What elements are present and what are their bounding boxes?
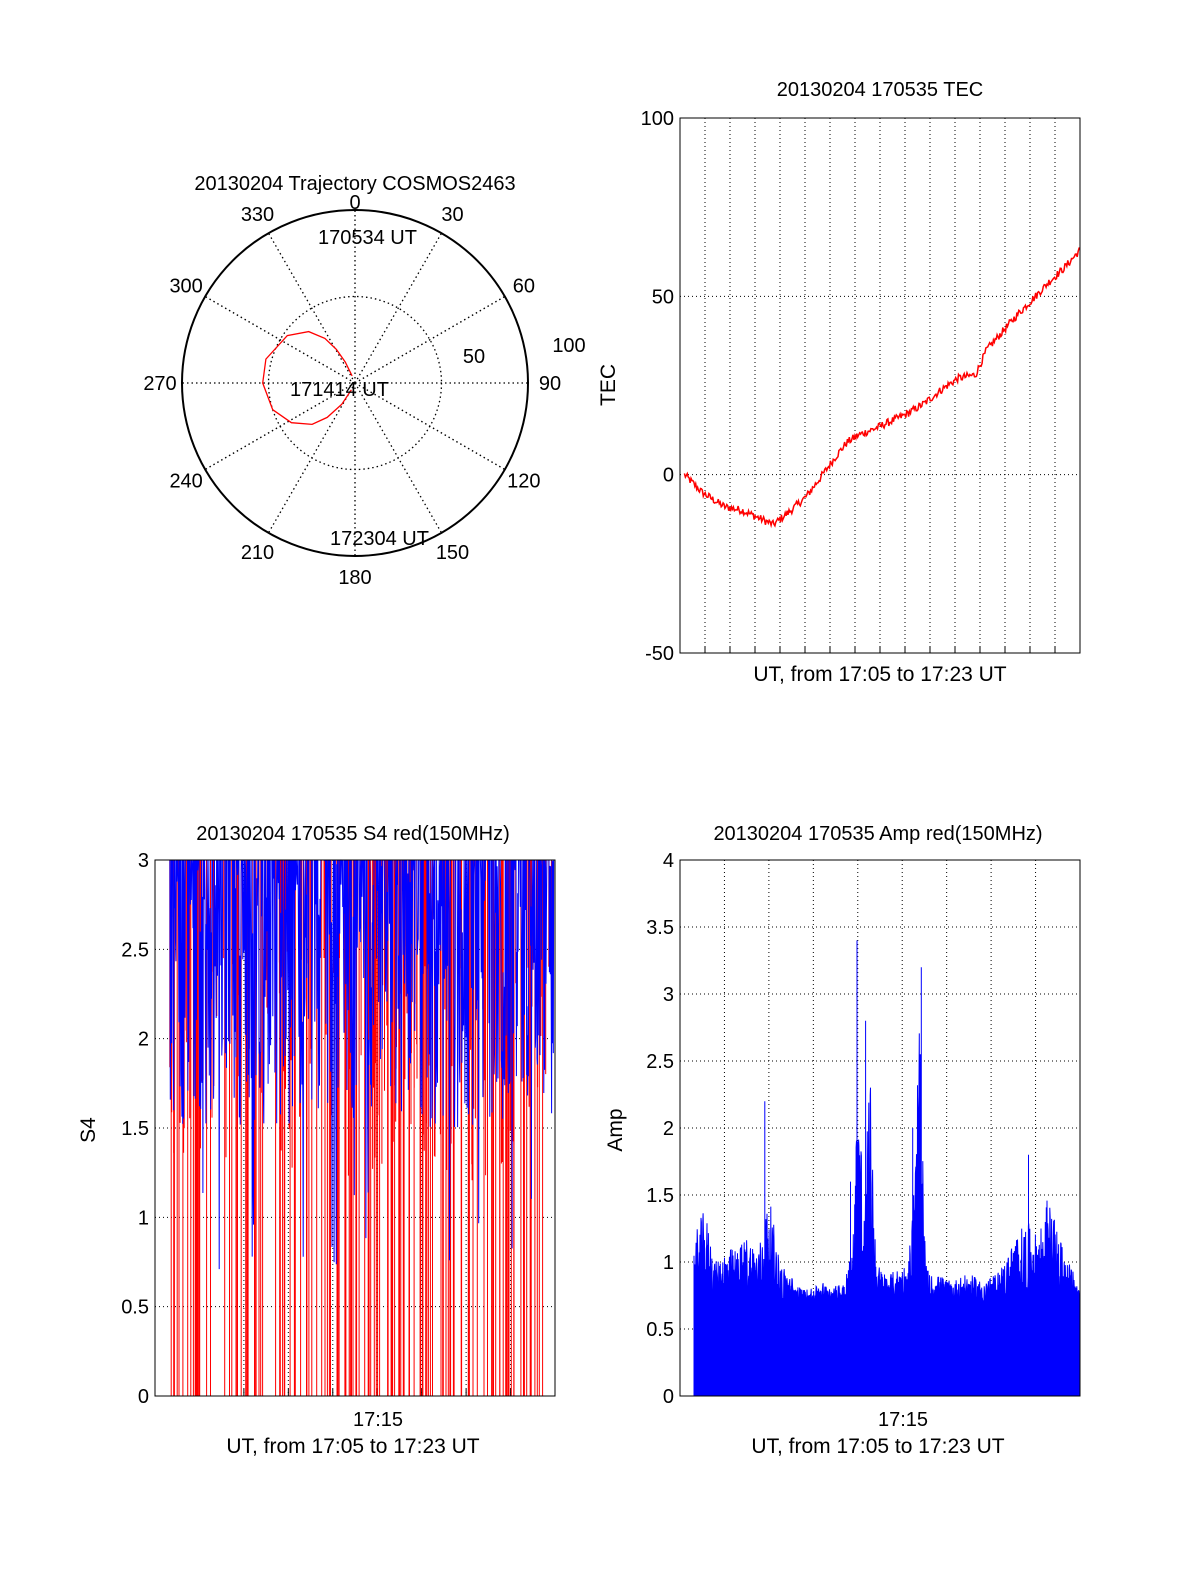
polar-angle-label-210: 210 [241, 542, 274, 564]
s4-ytick-label: 0.5 [121, 1297, 149, 1319]
s4-blue-series [169, 859, 555, 1270]
amp-ytick-label: 1 [663, 1252, 674, 1274]
polar-spoke-330 [267, 232, 356, 384]
amp-ytick-label: 1.5 [646, 1185, 674, 1207]
tec-plot-frame [679, 117, 1081, 654]
tec-y-ticks: -50 0 50 100 [641, 108, 674, 665]
polar-spoke-120 [354, 382, 506, 471]
polar-angle-label-180: 180 [338, 567, 371, 589]
s4-plot-frame [154, 859, 556, 1397]
tec-ytick-label: -50 [645, 643, 674, 665]
trajectory-panel: 20130204 Trajectory COSMOS2463 0 30 60 90 12… [143, 173, 585, 589]
tec-grid [680, 118, 1080, 653]
polar-outer-circle [181, 209, 529, 557]
polar-spoke-150 [354, 382, 443, 534]
amp-plot-frame [679, 859, 1081, 1397]
polar-spoke-60 [354, 295, 506, 384]
tec-ytick-label: 50 [652, 286, 674, 308]
trajectory-title: 20130204 Trajectory COSMOS2463 [194, 173, 515, 195]
s4-red-series [169, 860, 552, 1396]
polar-angle-label-30: 30 [441, 204, 463, 226]
amp-ytick-label: 3.5 [646, 917, 674, 939]
amp-xlabel: UT, from 17:05 to 17:23 UT [751, 1435, 1004, 1458]
s4-red-spikes [169, 860, 552, 1396]
s4-ytick-label: 0 [138, 1386, 149, 1408]
polar-spoke-240 [204, 382, 356, 471]
polar-angle-label-240: 240 [169, 471, 202, 493]
amp-ylabel: Amp [604, 1108, 627, 1151]
start-time-label: 170534 UT [318, 227, 417, 249]
amp-ytick-label: 2 [663, 1118, 674, 1140]
s4-xtick: 17:15 [353, 1409, 403, 1431]
polar-grid [182, 210, 528, 556]
mid-time-label: 171414 UT [290, 379, 389, 401]
amp-panel: 20130204 170535 Amp red(150MHz) 0 0.5 1 1.5… [604, 823, 1081, 1458]
tec-ylabel: TEC [597, 364, 620, 406]
polar-angle-label-330: 330 [241, 204, 274, 226]
amp-ytick-label: 0.5 [646, 1319, 674, 1341]
s4-ytick-label: 2.5 [121, 939, 149, 961]
radial-tick-50: 50 [463, 346, 485, 368]
radial-tick-100: 100 [552, 335, 585, 357]
polar-angle-label-0: 0 [349, 192, 360, 214]
amp-area-series [693, 940, 1081, 1397]
amp-ytick-label: 0 [663, 1386, 674, 1408]
s4-ylabel: S4 [77, 1117, 100, 1143]
amp-title: 20130204 170535 Amp red(150MHz) [713, 823, 1042, 845]
s4-title: 20130204 170535 S4 red(150MHz) [196, 823, 510, 845]
s4-panel: 20130204 170535 S4 red(150MHz) 0 0.5 1 1.5 2… [77, 823, 556, 1458]
s4-ytick-label: 3 [138, 850, 149, 872]
tec-ytick-label: 0 [663, 465, 674, 487]
s4-ytick-label: 1 [138, 1207, 149, 1229]
tec-title: 20130204 170535 TEC [777, 79, 983, 101]
s4-ytick-label: 1.5 [121, 1118, 149, 1140]
polar-angle-label-150: 150 [436, 542, 469, 564]
amp-xtick: 17:15 [878, 1409, 928, 1431]
polar-angle-label-60: 60 [513, 276, 535, 298]
tec-xlabel: UT, from 17:05 to 17:23 UT [753, 663, 1006, 686]
amp-ytick-label: 4 [663, 850, 674, 872]
trajectory-line [262, 330, 353, 426]
polar-spoke-210 [267, 382, 356, 534]
tec-series-line [683, 247, 1081, 529]
polar-spoke-30 [354, 232, 443, 384]
amp-ytick-label: 2.5 [646, 1051, 674, 1073]
polar-angle-label-90: 90 [539, 373, 561, 395]
tec-panel: 20130204 170535 TEC -50 0 50 100 TEC UT, fr… [597, 79, 1081, 686]
amp-y-ticks: 0 0.5 1 1.5 2 2.5 3 3.5 4 [646, 850, 674, 1408]
polar-spoke-300 [204, 295, 356, 384]
amp-grid [680, 860, 1080, 1396]
s4-xlabel: UT, from 17:05 to 17:23 UT [226, 1435, 479, 1458]
tec-ytick-label: 100 [641, 108, 674, 130]
polar-angle-labels: 0 30 60 90 120 150 180 210 240 270 300 330 [143, 192, 561, 589]
polar-angle-label-300: 300 [169, 276, 202, 298]
polar-angle-label-120: 120 [507, 471, 540, 493]
end-time-label: 172304 UT [330, 528, 429, 550]
amp-ytick-label: 3 [663, 984, 674, 1006]
s4-y-ticks: 0 0.5 1 1.5 2 2.5 3 [121, 850, 149, 1408]
polar-angle-label-270: 270 [143, 373, 176, 395]
s4-ytick-label: 2 [138, 1029, 149, 1051]
